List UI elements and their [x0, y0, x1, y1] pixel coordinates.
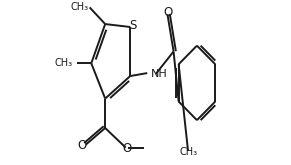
Text: CH₃: CH₃ — [179, 147, 197, 157]
Text: CH₃: CH₃ — [70, 2, 88, 12]
Text: S: S — [129, 19, 137, 32]
Text: NH: NH — [150, 69, 167, 79]
Text: CH₃: CH₃ — [54, 58, 72, 68]
Text: O: O — [122, 142, 131, 155]
Text: O: O — [164, 6, 173, 19]
Text: O: O — [78, 139, 87, 152]
